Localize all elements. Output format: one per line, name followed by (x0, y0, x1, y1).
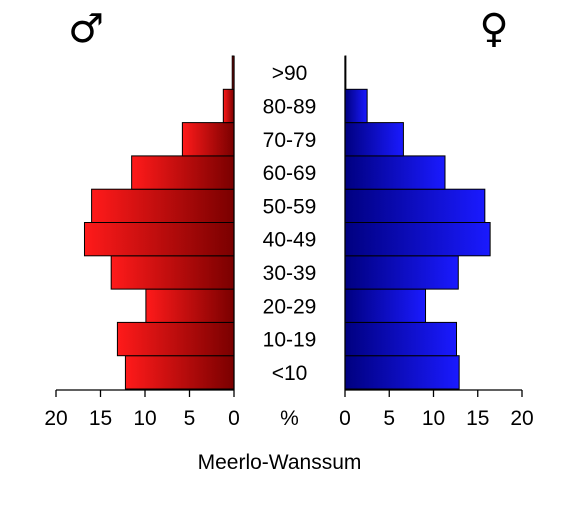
x-tick-label: 20 (44, 407, 67, 430)
age-group-label: 60-69 (263, 162, 317, 185)
age-group-label: 80-89 (263, 95, 317, 118)
bar-female-50-59 (344, 188, 486, 223)
bar-male-50-59 (91, 188, 235, 223)
age-group-label: 40-49 (263, 229, 317, 252)
bar-female-30-39 (344, 255, 459, 290)
age-group-label: 10-19 (263, 329, 317, 352)
age-group-label: 50-59 (263, 195, 317, 218)
x-tick-label: 20 (510, 407, 533, 430)
x-tick-label: 15 (89, 407, 112, 430)
x-tick-label: 5 (184, 407, 196, 430)
bar-female-<10 (344, 355, 460, 390)
bars-group (83, 55, 491, 390)
bar-female-80-89 (344, 88, 368, 124)
bar-male-80-89 (222, 88, 235, 124)
bar-female-20-29 (344, 288, 427, 323)
age-group-label: <10 (272, 362, 308, 385)
age-group-label: 30-39 (263, 262, 317, 285)
bar-male-20-29 (145, 288, 235, 323)
bar-female-40-49 (344, 222, 491, 257)
x-tick-label: 10 (133, 407, 156, 430)
bar-male-<10 (124, 355, 235, 390)
bar-female-10-19 (344, 321, 458, 357)
labels-group: <10 10-19 20-29 30-39 40-49 50-59 60-69 70-79 80… (44, 6, 533, 474)
male-symbol-icon: ♂ (68, 6, 104, 52)
x-tick-label: 5 (383, 407, 395, 430)
x-tick-label: 15 (466, 407, 489, 430)
bar-female-70-79 (344, 122, 404, 157)
bar-male-30-39 (110, 255, 235, 290)
age-group-label: 20-29 (263, 295, 317, 318)
age-group-label: >90 (272, 62, 308, 85)
axes-group (55, 56, 523, 397)
unit-label: % (280, 407, 299, 430)
x-tick-label: 10 (422, 407, 445, 430)
bar-male-60-69 (131, 155, 235, 190)
bar-female-60-69 (344, 155, 446, 190)
x-tick-label: 0 (339, 407, 351, 430)
bar-male-70-79 (181, 122, 235, 157)
x-tick-label: 0 (228, 407, 240, 430)
female-symbol-icon: ♀ (479, 6, 508, 52)
bar-male-10-19 (116, 321, 235, 357)
bar-male-40-49 (83, 222, 235, 257)
age-group-label: 70-79 (263, 129, 317, 152)
chart-title: Meerlo-Wanssum (198, 451, 362, 474)
